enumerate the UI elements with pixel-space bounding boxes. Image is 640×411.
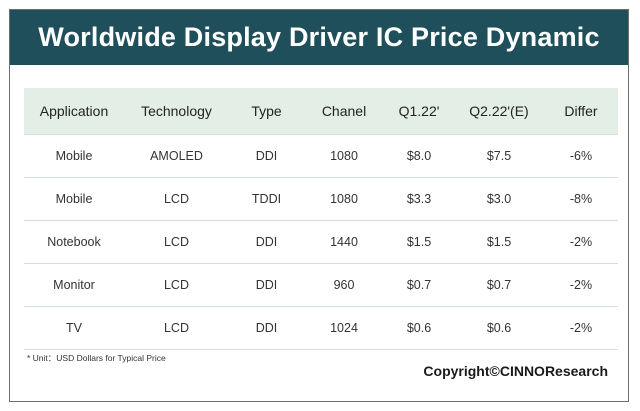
table-cell: 1080 xyxy=(304,177,384,221)
table-cell: LCD xyxy=(124,220,229,264)
copyright-notice: Copyright©CINNOResearch xyxy=(423,363,608,379)
table-body: Mobile AMOLED DDI 1080 $8.0 $7.5 -6% Mobile LCD T… xyxy=(24,134,618,350)
table-cell: DDI xyxy=(229,306,304,350)
table-cell: 960 xyxy=(304,263,384,307)
table-cell: -6% xyxy=(544,134,618,178)
table-cell: DDI xyxy=(229,263,304,307)
chart-title: Worldwide Display Driver IC Price Dynami… xyxy=(38,22,600,52)
table-cell: $7.5 xyxy=(454,134,544,178)
table-cell: 1440 xyxy=(304,220,384,264)
table-row: Monitor LCD DDI 960 $0.7 $0.7 -2% xyxy=(24,263,618,307)
column-header: Application xyxy=(24,88,124,135)
table-cell: -2% xyxy=(544,263,618,307)
table-cell: TV xyxy=(24,306,124,350)
table-cell: $0.7 xyxy=(454,263,544,307)
table-cell: AMOLED xyxy=(124,134,229,178)
table-cell: DDI xyxy=(229,134,304,178)
table-cell: LCD xyxy=(124,306,229,350)
unit-footnote: * Unit：USD Dollars for Typical Price xyxy=(27,353,166,363)
table-cell: $0.7 xyxy=(384,263,454,307)
table-cell: $3.3 xyxy=(384,177,454,221)
table-cell: Notebook xyxy=(24,220,124,264)
table-cell: Mobile xyxy=(24,177,124,221)
table-cell: -2% xyxy=(544,220,618,264)
table-cell: $1.5 xyxy=(384,220,454,264)
column-header: Chanel xyxy=(304,88,384,135)
table-cell: LCD xyxy=(124,263,229,307)
table-cell: $3.0 xyxy=(454,177,544,221)
table-cell: 1080 xyxy=(304,134,384,178)
table-cell: Mobile xyxy=(24,134,124,178)
table-cell: LCD xyxy=(124,177,229,221)
column-header: Q1.22' xyxy=(384,88,454,135)
table-cell: Monitor xyxy=(24,263,124,307)
table-cell: TDDI xyxy=(229,177,304,221)
table-cell: $1.5 xyxy=(454,220,544,264)
title-bar: Worldwide Display Driver IC Price Dynami… xyxy=(10,10,628,65)
table-row: Mobile AMOLED DDI 1080 $8.0 $7.5 -6% xyxy=(24,134,618,178)
table-cell: $8.0 xyxy=(384,134,454,178)
table-cell: -2% xyxy=(544,306,618,350)
table-row: Mobile LCD TDDI 1080 $3.3 $3.0 -8% xyxy=(24,177,618,221)
column-header: Q2.22'(E) xyxy=(454,88,544,135)
table-cell: $0.6 xyxy=(454,306,544,350)
table-cell: -8% xyxy=(544,177,618,221)
column-header: Technology xyxy=(124,88,229,135)
table-cell: $0.6 xyxy=(384,306,454,350)
table-row: Notebook LCD DDI 1440 $1.5 $1.5 -2% xyxy=(24,220,618,264)
table-cell: DDI xyxy=(229,220,304,264)
table-header-row: Application Technology Type Chanel Q1.22' Q2.… xyxy=(24,88,618,135)
column-header: Type xyxy=(229,88,304,135)
price-table: Application Technology Type Chanel Q1.22' Q2.… xyxy=(24,88,618,350)
column-header: Differ xyxy=(544,88,618,135)
table-cell: 1024 xyxy=(304,306,384,350)
table-row: TV LCD DDI 1024 $0.6 $0.6 -2% xyxy=(24,306,618,350)
chart-frame: Worldwide Display Driver IC Price Dynami… xyxy=(9,9,629,402)
